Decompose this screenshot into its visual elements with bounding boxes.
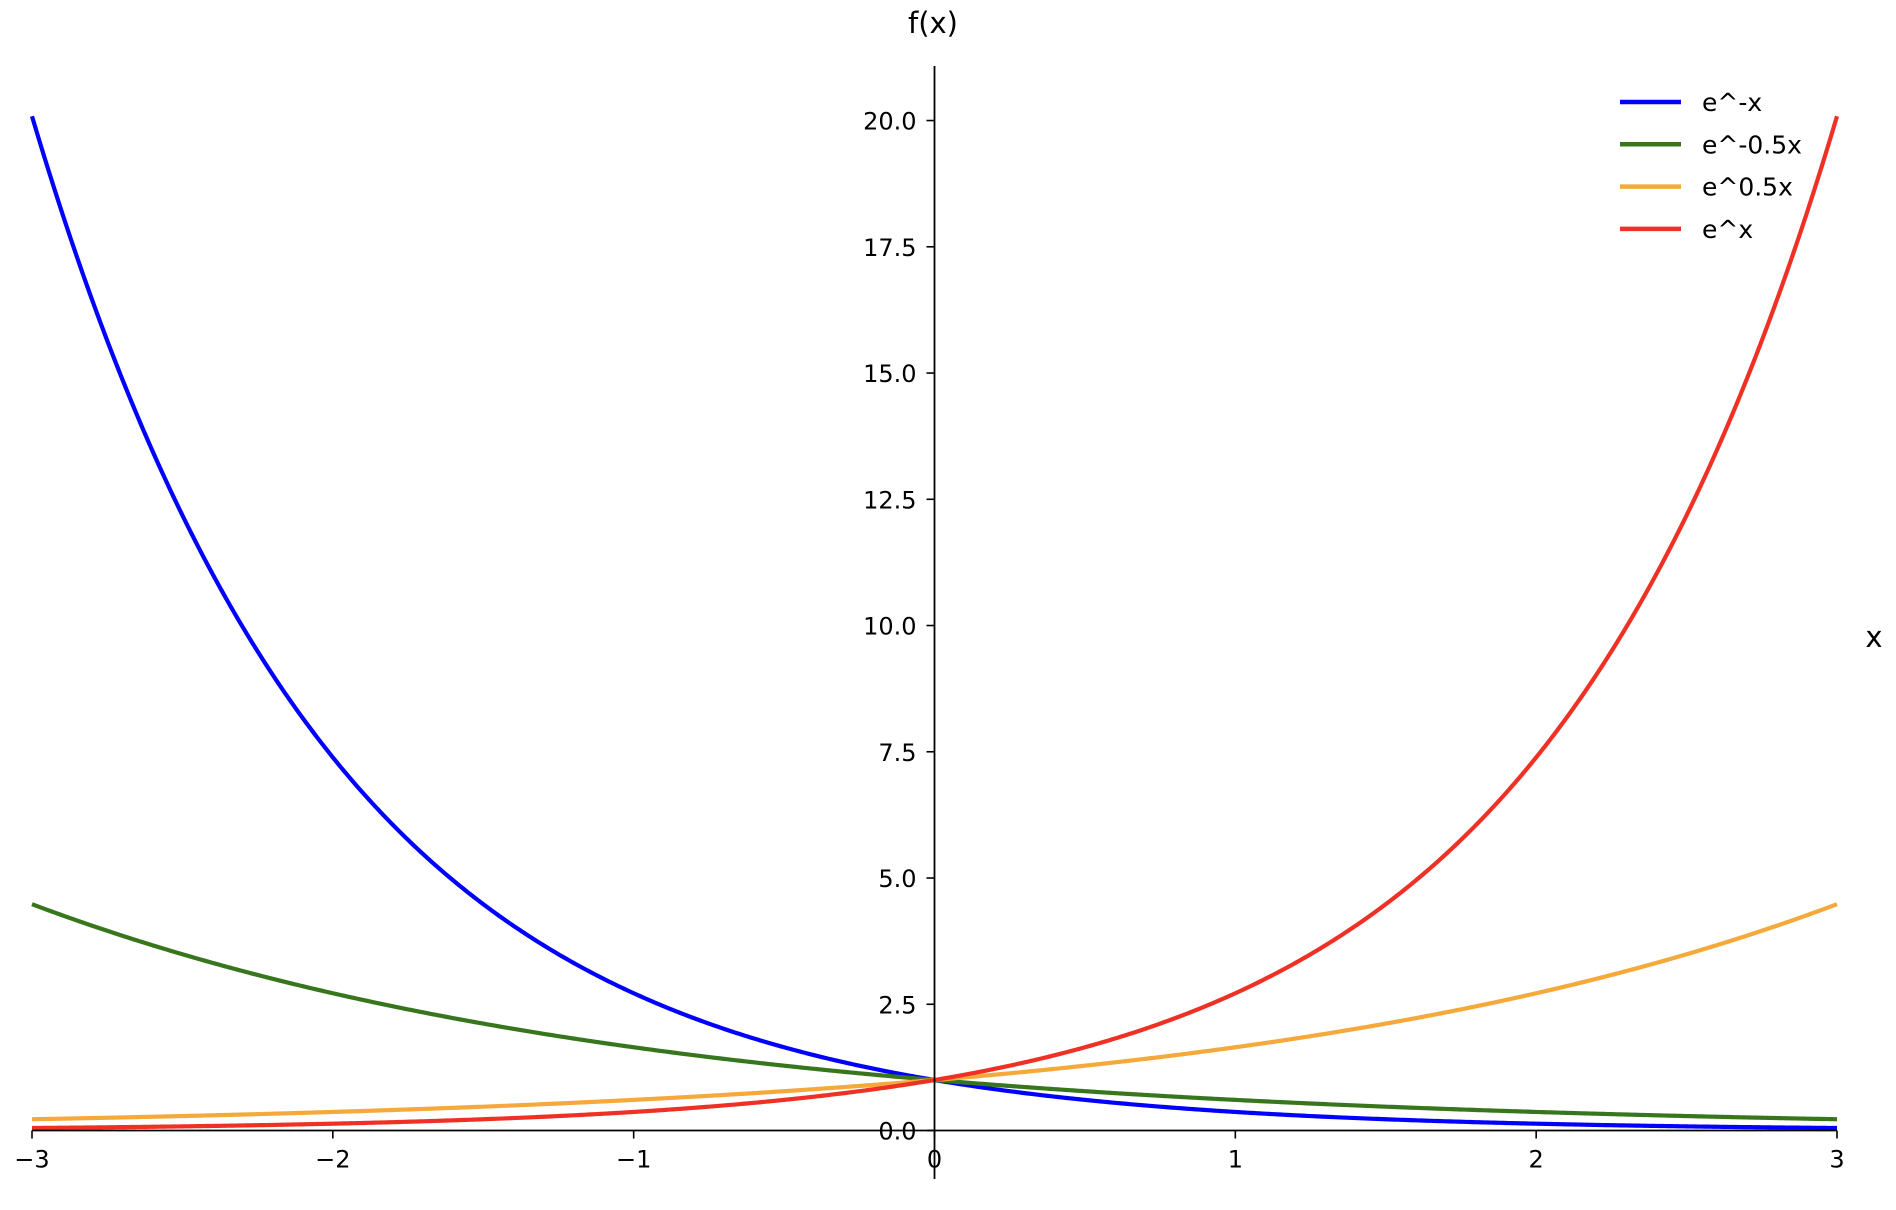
legend-label-2: e^0.5x (1702, 173, 1793, 202)
legend-label-1: e^-0.5x (1702, 130, 1802, 159)
y-tick-label: 20.0 (863, 108, 916, 136)
y-tick-label: 0.0 (878, 1118, 916, 1146)
x-tick-label: 2 (1529, 1146, 1544, 1174)
y-tick-label: 5.0 (878, 865, 916, 893)
x-tick-label: −3 (14, 1146, 49, 1174)
y-tick-label: 7.5 (878, 739, 916, 767)
axes: −3 −2 −1 0 1 2 3 0.0 2.5 5.0 7.5 10.0 12.5 15.0 17.5 20… (14, 66, 1845, 1179)
y-tick-label: 12.5 (863, 486, 916, 514)
y-tick-label: 15.0 (863, 360, 916, 388)
x-axis-label: x (1865, 620, 1882, 654)
x-tick-label: 0 (927, 1146, 942, 1174)
y-tick-label: 2.5 (878, 991, 916, 1019)
y-tick-label: 17.5 (863, 234, 916, 262)
x-tick-label: −1 (616, 1146, 651, 1174)
x-tick-label: −2 (315, 1146, 350, 1174)
y-axis-label: f(x) (908, 6, 958, 40)
y-tick-label: 10.0 (863, 613, 916, 641)
legend-label-3: e^x (1702, 215, 1753, 244)
x-tick-label: 1 (1228, 1146, 1243, 1174)
legend-label-0: e^-x (1702, 88, 1762, 117)
legend: e^-x e^-0.5x e^0.5x e^x (1620, 88, 1802, 244)
x-tick-label: 3 (1829, 1146, 1844, 1174)
